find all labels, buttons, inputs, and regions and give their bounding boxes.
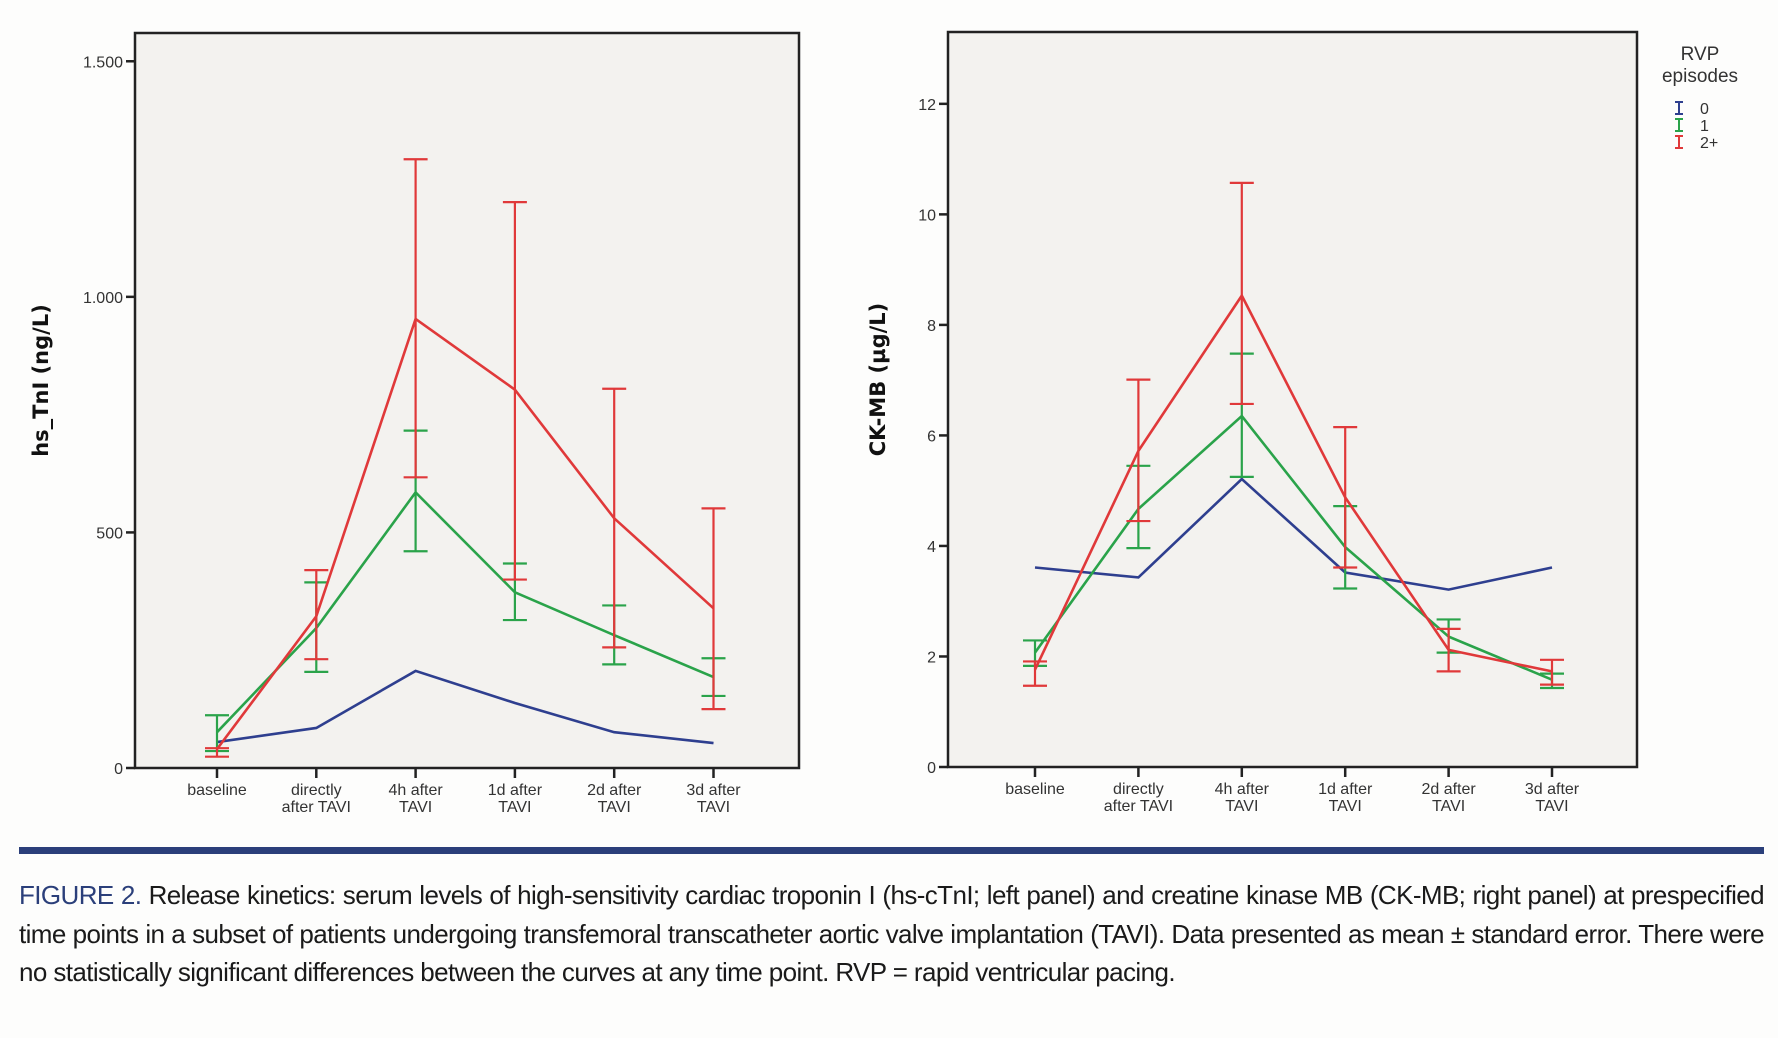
caption-rule: [19, 847, 1764, 854]
x-tick-label: 4h after TAVI: [1215, 781, 1270, 815]
series-2plus: [205, 158, 726, 758]
caption-text: Release kinetics: serum levels of high-s…: [19, 880, 1765, 987]
y-tick-label: 10: [918, 207, 936, 224]
y-tick-label: 8: [927, 318, 936, 335]
x-tick-label: directly after TAVI: [1104, 781, 1173, 815]
y-tick-label: 4: [927, 539, 936, 556]
x-tick-label: directly after TAVI: [282, 782, 351, 816]
series-line: [1033, 414, 1553, 681]
charts-canvas: 0 500 1.000 1.500 baseline directly after TAVI…: [29, 30, 1738, 816]
legend-label: 1: [1700, 118, 1709, 135]
plot-area: [133, 31, 801, 770]
x-tick-label: baseline: [1005, 781, 1065, 798]
y-axis-title: hs_TnI (ng/L): [29, 304, 53, 457]
legend-title: episodes: [1662, 66, 1738, 87]
figure-label: FIGURE 2.: [19, 880, 142, 910]
legend-title: RVP: [1681, 44, 1720, 65]
y-tick-label: 1.500: [83, 54, 123, 71]
x-tick-label: 2d after TAVI: [587, 782, 642, 816]
legend-label: 0: [1700, 101, 1709, 118]
y-tick-label: 2: [927, 649, 936, 666]
series-line: [1033, 293, 1553, 673]
series-line: [215, 316, 715, 750]
series-line: [1034, 477, 1553, 591]
y-tick-label: 1.000: [83, 290, 123, 307]
legend-item: 2+: [1675, 135, 1718, 152]
figure-caption: FIGURE 2. Release kinetics: serum levels…: [19, 876, 1765, 992]
y-tick-label: 500: [96, 525, 123, 542]
legend-label: 2+: [1700, 135, 1718, 152]
x-tick-label: 3d after TAVI: [686, 782, 741, 816]
x-tick-label: baseline: [187, 782, 247, 799]
x-tick-label: 4h after TAVI: [388, 782, 443, 816]
y-tick-label: 0: [927, 760, 936, 777]
y-tick-label: 0: [114, 761, 123, 778]
y-tick-label: 12: [918, 97, 936, 114]
series-line: [216, 490, 715, 734]
x-tick-label: 1d after TAVI: [488, 782, 543, 816]
y-tick-label: 6: [927, 428, 936, 445]
series-2plus: [1023, 181, 1564, 687]
x-tick-label: 3d after TAVI: [1525, 781, 1580, 815]
figure: 0 500 1.000 1.500 baseline directly after TAVI…: [29, 30, 1738, 816]
chart-left: 0 500 1.000 1.500 baseline directly after TAVI…: [29, 31, 801, 816]
series-line: [216, 669, 714, 745]
x-tick-label: 1d after TAVI: [1318, 781, 1373, 815]
legend-item: 0: [1675, 101, 1709, 118]
y-axis-title: CK-MB (µg/L): [866, 303, 890, 457]
legend-item: 1: [1675, 118, 1709, 135]
plot-area: [946, 30, 1639, 769]
x-tick-label: 2d after TAVI: [1421, 781, 1476, 815]
